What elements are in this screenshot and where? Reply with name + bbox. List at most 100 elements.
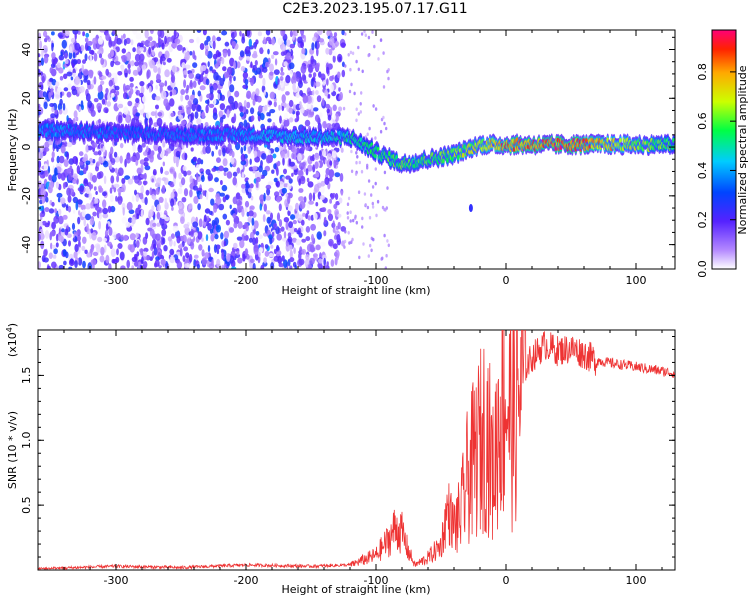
heatmap-cell (190, 112, 195, 121)
heatmap-cell (386, 186, 389, 190)
heatmap-cell (367, 35, 371, 40)
heatmap-cell (192, 62, 198, 68)
heatmap-cell (278, 262, 284, 268)
heatmap-cell (162, 161, 165, 167)
heatmap-cell (350, 82, 353, 87)
heatmap-cell (50, 242, 53, 250)
heatmap-cell (77, 257, 83, 266)
heatmap-cell (274, 58, 278, 66)
heatmap-cell (76, 165, 81, 175)
heatmap-cell (129, 82, 134, 88)
heatmap-cell (39, 40, 43, 50)
heatmap-cell (110, 175, 115, 184)
heatmap-cell (63, 159, 69, 168)
heatmap-cell (206, 215, 210, 222)
heatmap-cell (283, 168, 287, 175)
heatmap-cell (199, 43, 205, 50)
heatmap-cell (138, 103, 144, 110)
heatmap-cell (270, 262, 275, 269)
heatmap-cell (383, 233, 386, 238)
heatmap-cell (134, 189, 137, 196)
heatmap-cell (243, 145, 247, 152)
heatmap-cell (327, 94, 331, 99)
heatmap-cell (147, 36, 151, 42)
heatmap-cell (253, 150, 258, 158)
heatmap-cell (72, 156, 78, 164)
heatmap-cell (175, 158, 179, 168)
heatmap-cell (196, 118, 202, 125)
heatmap-cell (181, 62, 186, 69)
heatmap-cell (155, 84, 158, 90)
heatmap-cell (233, 61, 236, 70)
heatmap-cell (167, 236, 172, 242)
heatmap-cell (98, 71, 103, 78)
heatmap-cell (110, 248, 116, 258)
heatmap-ridge-cell (461, 152, 465, 158)
heatmap-cell (286, 52, 291, 60)
heatmap-cell (183, 79, 187, 88)
heatmap-cell (329, 83, 334, 93)
heatmap-cell (236, 250, 240, 256)
heatmap-cell (115, 233, 119, 240)
heatmap-cell (51, 43, 54, 52)
heatmap-cell (287, 195, 291, 205)
heatmap-cell (189, 189, 193, 198)
heatmap-cell (38, 111, 41, 116)
heatmap-cell (281, 187, 287, 194)
heatmap-cell (117, 187, 123, 193)
heatmap-cell (344, 32, 347, 36)
heatmap-cell (184, 51, 190, 61)
heatmap-cell (278, 219, 283, 228)
heatmap-cell (61, 228, 65, 233)
heatmap-cell (171, 206, 174, 211)
heatmap-cell (213, 71, 219, 81)
heatmap-cell (82, 59, 86, 64)
heatmap-cell (193, 196, 199, 204)
heatmap-cell (370, 248, 373, 253)
heatmap-cell (120, 234, 124, 241)
heatmap-cell (381, 256, 384, 261)
heatmap-cell (66, 168, 71, 174)
heatmap-cell (320, 73, 326, 81)
heatmap-cell (310, 78, 314, 88)
heatmap-cell (295, 92, 300, 98)
heatmap-cell (91, 142, 98, 148)
heatmap-cell (323, 216, 327, 225)
heatmap-cell (352, 218, 355, 223)
heatmap-cell (41, 220, 47, 226)
heatmap-cell (214, 177, 219, 183)
heatmap-cell (288, 99, 294, 108)
heatmap-cell (361, 216, 364, 221)
heatmap-cell (41, 255, 46, 263)
heatmap-cell (325, 167, 331, 176)
heatmap-cell (232, 213, 237, 219)
heatmap-cell (38, 261, 41, 269)
heatmap-cell (223, 240, 227, 247)
heatmap-cell (194, 111, 199, 119)
heatmap-cell (314, 114, 320, 122)
heatmap-cell (335, 159, 339, 166)
heatmap-cell (97, 37, 104, 45)
heatmap-cell (360, 169, 364, 174)
heatmap-cell (51, 151, 55, 159)
heatmap-cell (140, 248, 144, 256)
heatmap-cell (50, 113, 56, 119)
heatmap-cell (324, 89, 328, 97)
heatmap-cell (307, 215, 312, 221)
heatmap-cell (102, 237, 108, 242)
heatmap-cell (66, 187, 71, 196)
heatmap-cell (283, 217, 290, 223)
heatmap-cell (199, 85, 206, 91)
heatmap-cell (130, 60, 135, 67)
heatmap-cell (297, 214, 304, 222)
heatmap-cell (173, 241, 176, 247)
heatmap-cell (291, 148, 298, 154)
heatmap-cell (236, 199, 242, 206)
heatmap-cell (255, 67, 262, 75)
heatmap-cell (148, 209, 154, 218)
heatmap-cell (362, 242, 365, 246)
heatmap-cell (266, 216, 271, 224)
heatmap-cell (155, 187, 160, 195)
